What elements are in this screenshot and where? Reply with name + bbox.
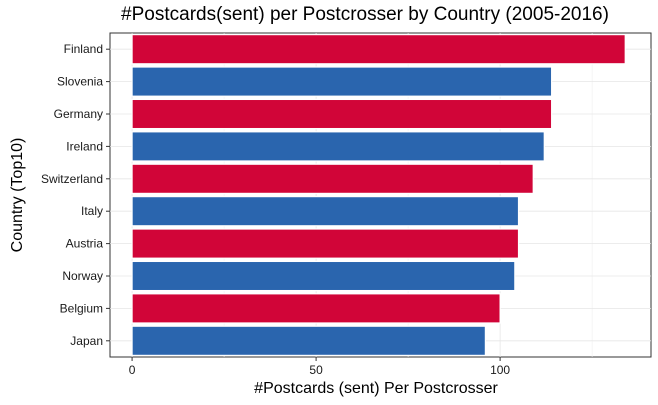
y-axis-ticks: Finland Slovenia Germany Ireland Switzerland… <box>41 42 110 348</box>
bar-ireland <box>131 131 545 162</box>
bar-japan <box>131 325 486 356</box>
x-tick-label: 100 <box>490 363 510 377</box>
bar-finland <box>131 34 626 65</box>
y-tick-label: Switzerland <box>41 172 103 186</box>
x-tick-label: 0 <box>129 363 136 377</box>
y-tick-label: Finland <box>64 42 103 56</box>
y-tick-label: Germany <box>54 107 103 121</box>
bar-italy <box>131 196 520 227</box>
bar-belgium <box>131 293 501 324</box>
x-axis-ticks: 0 50 100 <box>129 357 510 377</box>
x-tick-label: 50 <box>309 363 323 377</box>
bar-norway <box>131 260 516 292</box>
bar-layer <box>131 34 626 356</box>
bar-germany <box>131 98 553 130</box>
chart-title: #Postcards(sent) per Postcrosser by Coun… <box>121 4 609 25</box>
bar-austria <box>131 228 520 259</box>
y-tick-label: Italy <box>81 204 103 218</box>
y-axis-title: Country (Top10) <box>9 138 26 253</box>
y-tick-label: Slovenia <box>57 75 103 89</box>
y-tick-label: Ireland <box>66 139 103 153</box>
y-tick-label: Japan <box>70 334 103 348</box>
y-tick-label: Norway <box>62 269 103 283</box>
bar-switzerland <box>131 163 534 194</box>
y-tick-label: Belgium <box>60 301 103 315</box>
x-axis-title: #Postcards (sent) Per Postcrosser <box>254 380 498 397</box>
bar-slovenia <box>131 66 553 97</box>
y-tick-label: Austria <box>66 237 104 251</box>
